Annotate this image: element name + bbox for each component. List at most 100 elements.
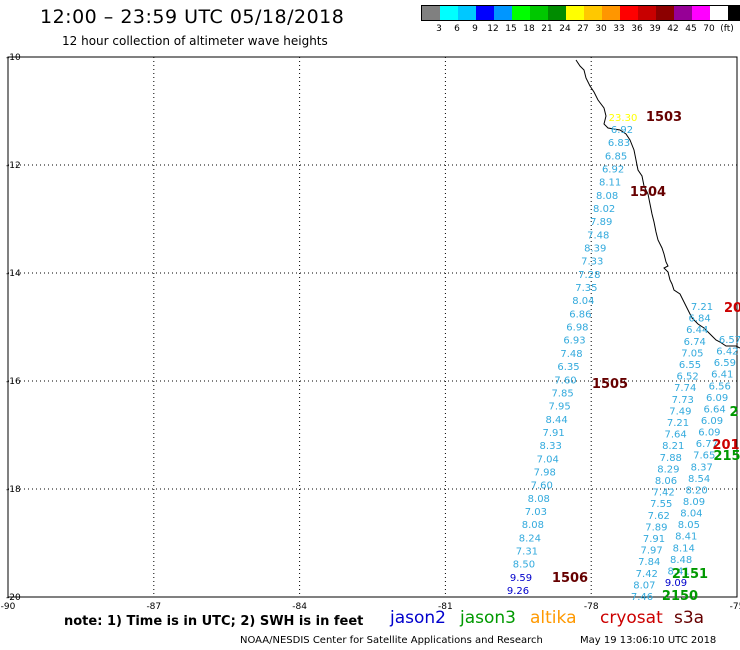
color-swatch xyxy=(620,6,638,20)
wave-height-value: 8.06 xyxy=(655,476,677,487)
color-scale-label: 33 xyxy=(613,24,625,34)
wave-height-value: 8.11 xyxy=(599,178,621,189)
wave-height-value: 7.04 xyxy=(537,454,559,465)
lon-label: -78 xyxy=(584,602,599,612)
coastline xyxy=(575,59,740,349)
wave-height-value: 7.21 xyxy=(691,302,713,313)
wave-height-value: 7.48 xyxy=(560,349,582,360)
wave-height-value: 8.48 xyxy=(670,555,692,566)
pass-label: 215 xyxy=(713,449,740,464)
wave-height-value: 8.33 xyxy=(540,441,562,452)
color-swatch xyxy=(710,6,728,20)
color-scale-label: 9 xyxy=(472,24,478,34)
color-scale-label: 15 xyxy=(505,24,517,34)
wave-height-value: 6.98 xyxy=(566,323,588,334)
wave-height-value: 8.41 xyxy=(675,532,697,543)
color-swatch xyxy=(584,6,602,20)
wave-height-value: 7.28 xyxy=(578,270,600,281)
wave-height-value: 6.85 xyxy=(605,151,627,162)
wave-height-value: 8.05 xyxy=(678,520,700,531)
pass-label: 2 xyxy=(729,405,738,420)
map-frame xyxy=(7,56,738,598)
color-scale-label: 27 xyxy=(577,24,589,34)
color-swatch xyxy=(566,6,584,20)
wave-height-value: 6.09 xyxy=(698,428,720,439)
pass-label: 1506 xyxy=(552,571,588,586)
wave-height-value: 8.09 xyxy=(683,497,705,508)
color-swatch xyxy=(638,6,656,20)
satellite-tracks: 23.306.926.836.856.928.118.088.027.897.4… xyxy=(507,113,740,603)
wave-height-value: 8.29 xyxy=(657,464,679,475)
map-title: 12:00 – 23:59 UTC 05/18/2018 xyxy=(40,6,345,28)
color-swatch xyxy=(422,6,440,20)
wave-height-value: 6.83 xyxy=(608,138,630,149)
wave-height-value: 7.33 xyxy=(581,257,603,268)
wave-height-value: 8.08 xyxy=(522,520,544,531)
wave-height-value: 7.73 xyxy=(672,395,694,406)
wave-height-value: 6.92 xyxy=(611,125,633,136)
color-scale-label: (ft) xyxy=(720,24,734,34)
wave-height-value: 7.55 xyxy=(650,499,672,510)
pass-label: 1503 xyxy=(646,110,682,125)
wave-height-value: 8.44 xyxy=(545,415,567,426)
color-swatch xyxy=(728,6,740,20)
lat-label: -10 xyxy=(6,53,21,63)
color-scale-label: 30 xyxy=(595,24,607,34)
color-scale-label: 6 xyxy=(454,24,460,34)
wave-height-value: 6.92 xyxy=(602,165,624,176)
wave-height-value: 7.35 xyxy=(575,283,597,294)
pass-label: 20 xyxy=(724,301,740,316)
color-swatch xyxy=(548,6,566,20)
lon-label: -90 xyxy=(1,602,16,612)
color-scale-label: 42 xyxy=(667,24,679,34)
footer-note: note: 1) Time is in UTC; 2) SWH is in fe… xyxy=(64,614,364,629)
wave-height-value: 6.09 xyxy=(701,416,723,427)
wave-height-value: 7.46 xyxy=(631,592,653,603)
color-scale-label: 12 xyxy=(487,24,499,34)
wave-height-value: 7.03 xyxy=(525,507,547,518)
wave-height-value: 8.08 xyxy=(596,191,618,202)
wave-height-value: 8.41 xyxy=(667,566,689,577)
wave-height-value: 6.35 xyxy=(557,362,579,373)
wave-height-value: 8.07 xyxy=(633,580,655,591)
color-swatch xyxy=(494,6,512,20)
wave-height-value: 7.89 xyxy=(645,522,667,533)
wave-height-value: 7.62 xyxy=(648,511,670,522)
credit-line: NOAA/NESDIS Center for Satellite Applica… xyxy=(240,635,543,646)
wave-height-value: 8.37 xyxy=(691,462,713,473)
lon-label: -81 xyxy=(438,602,453,612)
wave-height-value: 7.88 xyxy=(660,453,682,464)
wave-height-value: 8.04 xyxy=(572,296,594,307)
wave-height-value: 7.85 xyxy=(551,388,573,399)
wave-height-value: 6.55 xyxy=(679,360,701,371)
color-scale-label: 24 xyxy=(559,24,571,34)
pass-label: 2151 xyxy=(672,567,708,582)
map-grid xyxy=(7,56,738,598)
wave-height-value: 7.42 xyxy=(636,569,658,580)
color-swatch xyxy=(692,6,710,20)
wave-height-value: 7.31 xyxy=(516,546,538,557)
wave-height-value: 9.59 xyxy=(510,573,532,584)
wave-height-value: 7.64 xyxy=(664,430,686,441)
wave-height-value: 8.54 xyxy=(688,474,710,485)
lat-label: -16 xyxy=(6,377,21,387)
wave-height-value: 9.26 xyxy=(507,586,529,597)
color-swatch xyxy=(602,6,620,20)
lat-label: -14 xyxy=(6,269,21,279)
pass-label: 1505 xyxy=(592,377,628,392)
wave-height-value: 6.84 xyxy=(688,314,710,325)
color-scale: 3 6 9 12 15 18 21 24 27 30 33 36 39 42 45 70 (ft) xyxy=(421,5,740,36)
wave-height-value: 7.91 xyxy=(543,428,565,439)
color-swatch xyxy=(656,6,674,20)
legend-s3a: s3a xyxy=(674,608,705,628)
wave-height-value: 7.74 xyxy=(674,383,696,394)
wave-height-value: 7.98 xyxy=(534,467,556,478)
color-swatch xyxy=(674,6,692,20)
wave-height-value: 6.74 xyxy=(684,337,706,348)
wave-height-value: 8.21 xyxy=(662,441,684,452)
color-scale-label: 36 xyxy=(631,24,643,34)
wave-height-value: 9.09 xyxy=(665,578,687,589)
wave-height-value: 6.57 xyxy=(719,335,740,346)
